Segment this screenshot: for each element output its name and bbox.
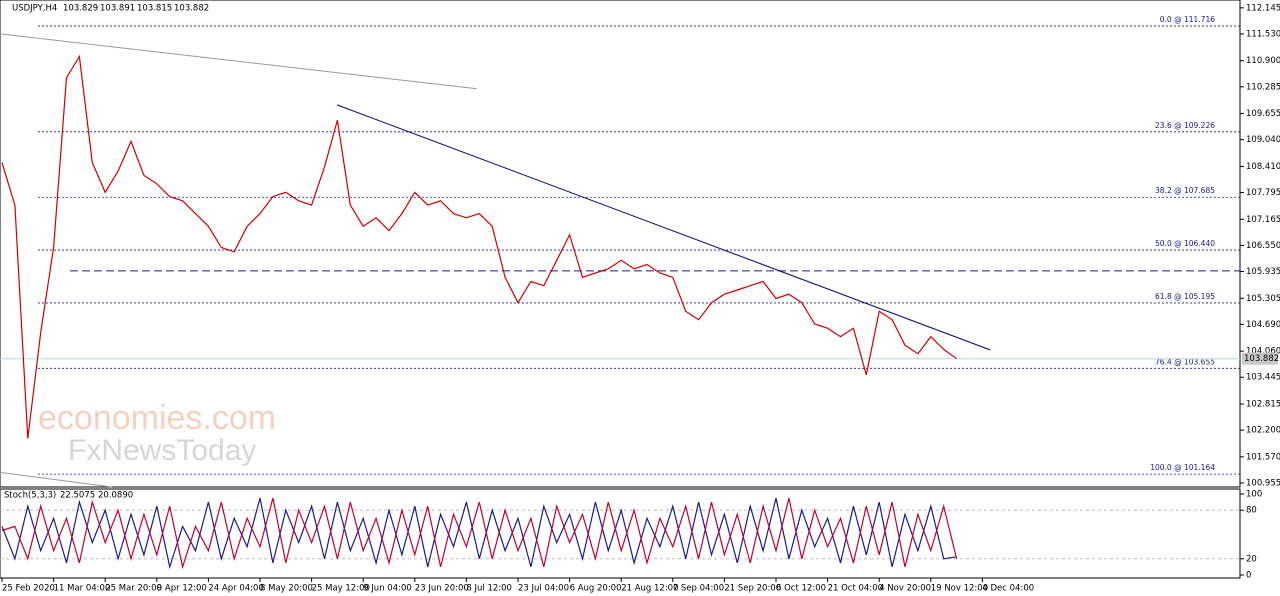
- trendline: [0, 471, 112, 488]
- x-tick-label: 6 Aug 20:00: [570, 584, 622, 594]
- last-price-label: 103.882: [1244, 354, 1279, 364]
- y-tick-label: 107.795: [1246, 188, 1280, 198]
- x-tick-label: 6 Oct 12:00: [776, 584, 826, 594]
- y-tick-label: 0: [1246, 571, 1251, 581]
- trendline: [336, 104, 991, 351]
- fib-label: 0.0 @ 111.716: [1160, 15, 1215, 24]
- x-tick-label: 9 Apr 12:00: [157, 584, 207, 594]
- y-tick-label: 100: [1246, 490, 1262, 500]
- x-tick-label: 7 Sep 04:00: [673, 584, 724, 594]
- y-tick-label: 107.165: [1246, 215, 1280, 225]
- symbol-title: USDJPY,H4: [12, 4, 57, 14]
- x-tick-label: 25 Mar 20:00: [105, 584, 162, 594]
- x-tick-label: 21 Oct 04:00: [828, 584, 883, 594]
- fib-label: 50.0 @ 106.440: [1155, 239, 1215, 248]
- last-price-box: [1242, 352, 1278, 365]
- y-tick-label: 105.305: [1246, 294, 1280, 304]
- x-tick-label: 23 Jul 04:00: [518, 584, 569, 594]
- y-tick-label: 103.445: [1246, 373, 1280, 383]
- ohlc-value: 103.891: [100, 4, 135, 14]
- x-tick-label: 24 Apr 04:00: [208, 584, 263, 594]
- x-tick-label: 21 Aug 12:00: [621, 584, 678, 594]
- stoch-value: 20.0890: [98, 491, 133, 501]
- y-tick-label: 110.285: [1246, 82, 1280, 92]
- x-tick-label: 25 Feb 2020: [2, 584, 55, 594]
- stoch-line: [1, 497, 958, 570]
- fib-label: 61.8 @ 105.195: [1155, 292, 1215, 301]
- y-tick-label: 80: [1246, 506, 1257, 516]
- y-tick-label: 100.955: [1246, 478, 1280, 488]
- x-tick-label: 8 May 20:00: [260, 584, 313, 594]
- fib-label: 100.0 @ 101.164: [1150, 463, 1215, 472]
- y-tick-label: 111.530: [1246, 29, 1280, 39]
- stoch-line: [1, 497, 957, 570]
- main-panel: [0, 0, 1241, 488]
- x-tick-label: 8 Jul 12:00: [466, 584, 512, 594]
- fib-label: 76.4 @ 103.655: [1155, 357, 1215, 366]
- x-tick-label: 9 Jun 04:00: [363, 584, 412, 594]
- ohlc-value: 103.882: [174, 4, 209, 14]
- stoch-value: 22.5075: [60, 491, 95, 501]
- trendline: [0, 33, 477, 90]
- y-tick-label: 102.815: [1246, 399, 1280, 409]
- price-line: [1, 54, 957, 439]
- watermark: FxNewsToday: [68, 434, 256, 467]
- y-tick-label: 108.410: [1246, 162, 1280, 172]
- ohlc-value: 103.815: [137, 4, 172, 14]
- y-tick-label: 109.655: [1246, 109, 1280, 119]
- y-tick-label: 106.550: [1246, 241, 1280, 251]
- x-tick-label: 25 May 12:00: [312, 584, 370, 594]
- x-tick-label: 4 Dec 04:00: [982, 584, 1034, 594]
- y-tick-label: 101.570: [1246, 452, 1280, 462]
- y-tick-label: 102.200: [1246, 426, 1280, 436]
- y-tick-label: 104.060: [1246, 347, 1280, 357]
- x-tick-label: 19 Nov 12:00: [931, 584, 988, 594]
- x-tick-label: 23 Jun 20:00: [415, 584, 469, 594]
- watermark: economies.com: [38, 399, 276, 437]
- x-tick-label: 11 Mar 04:00: [54, 584, 111, 594]
- x-tick-label: 4 Nov 20:00: [879, 584, 931, 594]
- ohlc-value: 103.829: [63, 4, 98, 14]
- y-tick-label: 104.690: [1246, 320, 1280, 330]
- y-tick-label: 110.900: [1246, 56, 1280, 66]
- stoch-panel: [0, 488, 1241, 579]
- y-tick-label: 109.040: [1246, 135, 1280, 145]
- y-tick-label: 105.935: [1246, 267, 1280, 277]
- y-tick-label: 20: [1246, 554, 1257, 564]
- x-tick-label: 21 Sep 20:00: [724, 584, 781, 594]
- stoch-title: Stoch(5,3,3): [4, 491, 56, 501]
- y-tick-label: 112.145: [1246, 3, 1280, 13]
- fib-label: 38.2 @ 107.685: [1155, 186, 1215, 195]
- fib-label: 23.6 @ 109.226: [1155, 121, 1215, 130]
